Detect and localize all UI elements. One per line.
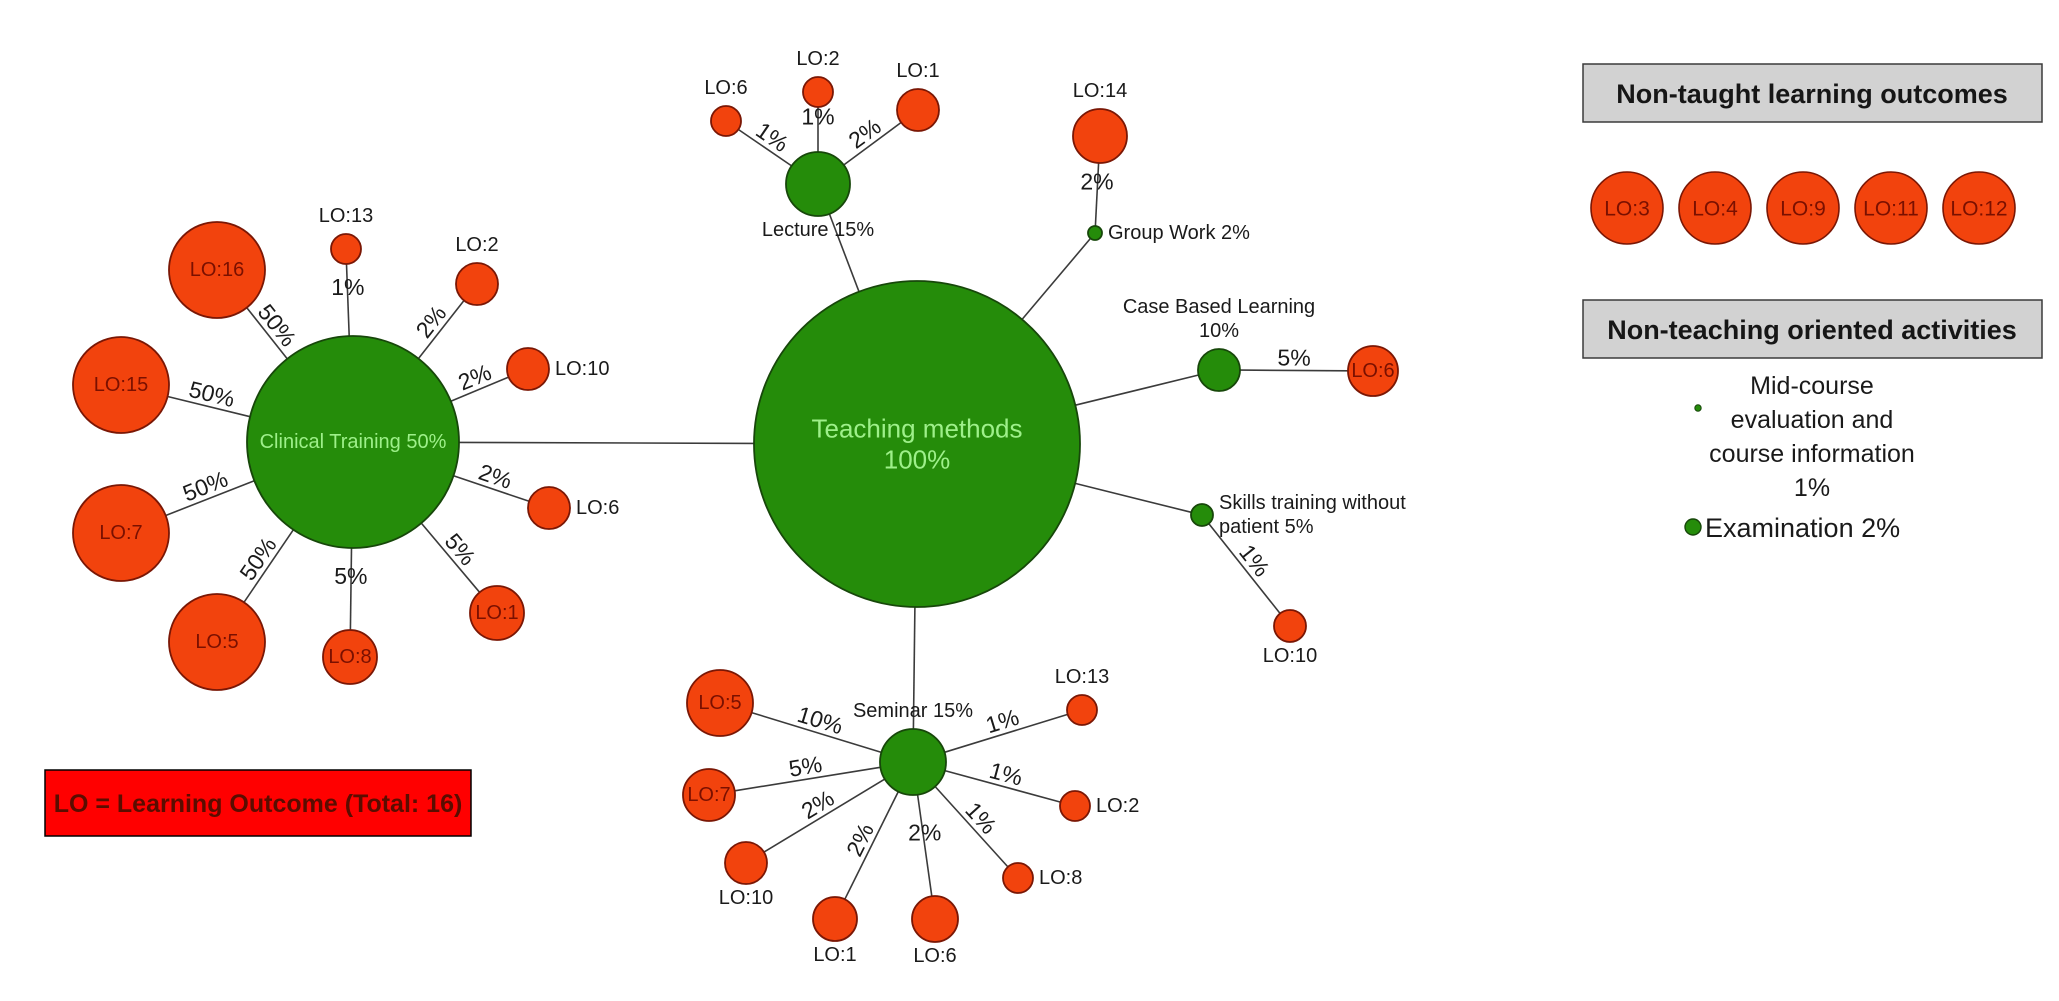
svg-text:Lecture 15%: Lecture 15%	[762, 219, 875, 241]
svg-text:1%: 1%	[1234, 539, 1275, 581]
svg-text:evaluation and: evaluation and	[1731, 406, 1894, 434]
svg-text:2%: 2%	[476, 459, 516, 494]
svg-text:Non-taught learning outcomes: Non-taught learning outcomes	[1616, 79, 2008, 109]
svg-text:Non-teaching oriented activiti: Non-teaching oriented activities	[1607, 315, 2017, 345]
svg-text:Clinical Training 50%: Clinical Training 50%	[260, 431, 447, 453]
svg-text:LO:7: LO:7	[99, 522, 142, 544]
svg-text:course information: course information	[1709, 440, 1915, 468]
svg-text:LO:13: LO:13	[319, 205, 373, 227]
svg-text:2%: 2%	[841, 819, 879, 860]
svg-text:LO:10: LO:10	[1263, 645, 1317, 667]
svg-text:2%: 2%	[410, 300, 451, 342]
svg-text:5%: 5%	[787, 751, 824, 782]
svg-text:1%: 1%	[987, 757, 1026, 791]
svg-text:Teaching methods: Teaching methods	[811, 413, 1022, 443]
svg-text:2%: 2%	[844, 113, 886, 154]
svg-text:1%: 1%	[960, 797, 1002, 839]
svg-text:LO:6: LO:6	[704, 77, 747, 99]
svg-text:LO:14: LO:14	[1073, 80, 1127, 102]
svg-text:LO:1: LO:1	[813, 944, 856, 966]
svg-text:50%: 50%	[186, 376, 237, 412]
svg-text:LO:10: LO:10	[719, 887, 773, 909]
svg-text:1%: 1%	[751, 117, 793, 157]
svg-text:LO:1: LO:1	[475, 602, 518, 624]
svg-text:Case Based Learning: Case Based Learning	[1123, 296, 1315, 318]
svg-text:patient 5%: patient 5%	[1219, 516, 1314, 538]
svg-text:1%: 1%	[331, 274, 364, 300]
svg-text:10%: 10%	[794, 701, 846, 739]
svg-text:LO:5: LO:5	[698, 692, 741, 714]
svg-text:1%: 1%	[983, 704, 1022, 739]
svg-text:LO = Learning Outcome (Total:: LO = Learning Outcome (Total: 16)	[54, 790, 463, 818]
svg-text:LO:8: LO:8	[328, 646, 371, 668]
svg-text:2%: 2%	[454, 359, 495, 396]
svg-text:2%: 2%	[1080, 169, 1113, 195]
svg-text:2%: 2%	[908, 820, 941, 846]
svg-text:100%: 100%	[884, 445, 951, 475]
svg-text:LO:12: LO:12	[1950, 198, 2007, 221]
svg-text:LO:15: LO:15	[94, 374, 148, 396]
svg-text:Seminar 15%: Seminar 15%	[853, 700, 973, 722]
svg-text:LO:10: LO:10	[555, 358, 609, 380]
svg-text:LO:2: LO:2	[1096, 795, 1139, 817]
svg-text:Mid-course: Mid-course	[1750, 372, 1874, 400]
svg-text:LO:11: LO:11	[1863, 198, 1919, 221]
svg-text:5%: 5%	[1277, 344, 1310, 370]
svg-text:LO:5: LO:5	[195, 631, 238, 653]
svg-text:LO:2: LO:2	[455, 234, 498, 256]
svg-text:Group Work 2%: Group Work 2%	[1108, 222, 1250, 244]
svg-text:2%: 2%	[797, 785, 839, 824]
svg-text:LO:3: LO:3	[1604, 198, 1650, 221]
svg-text:LO:2: LO:2	[796, 48, 839, 70]
svg-text:LO:16: LO:16	[190, 259, 244, 281]
svg-text:Examination 2%: Examination 2%	[1705, 513, 1900, 543]
svg-text:1%: 1%	[1794, 474, 1830, 502]
svg-text:LO:9: LO:9	[1780, 198, 1826, 221]
svg-text:LO:6: LO:6	[913, 945, 956, 967]
svg-text:LO:7: LO:7	[687, 784, 730, 806]
svg-text:LO:6: LO:6	[1351, 360, 1394, 382]
svg-text:LO:8: LO:8	[1039, 867, 1082, 889]
svg-text:5%: 5%	[334, 563, 367, 589]
svg-text:LO:6: LO:6	[576, 497, 619, 519]
svg-text:5%: 5%	[440, 528, 481, 570]
svg-text:LO:1: LO:1	[896, 60, 939, 82]
svg-text:LO:4: LO:4	[1692, 198, 1738, 221]
svg-text:10%: 10%	[1199, 320, 1239, 342]
svg-text:LO:13: LO:13	[1055, 666, 1109, 688]
svg-text:Skills training without: Skills training without	[1219, 492, 1406, 514]
